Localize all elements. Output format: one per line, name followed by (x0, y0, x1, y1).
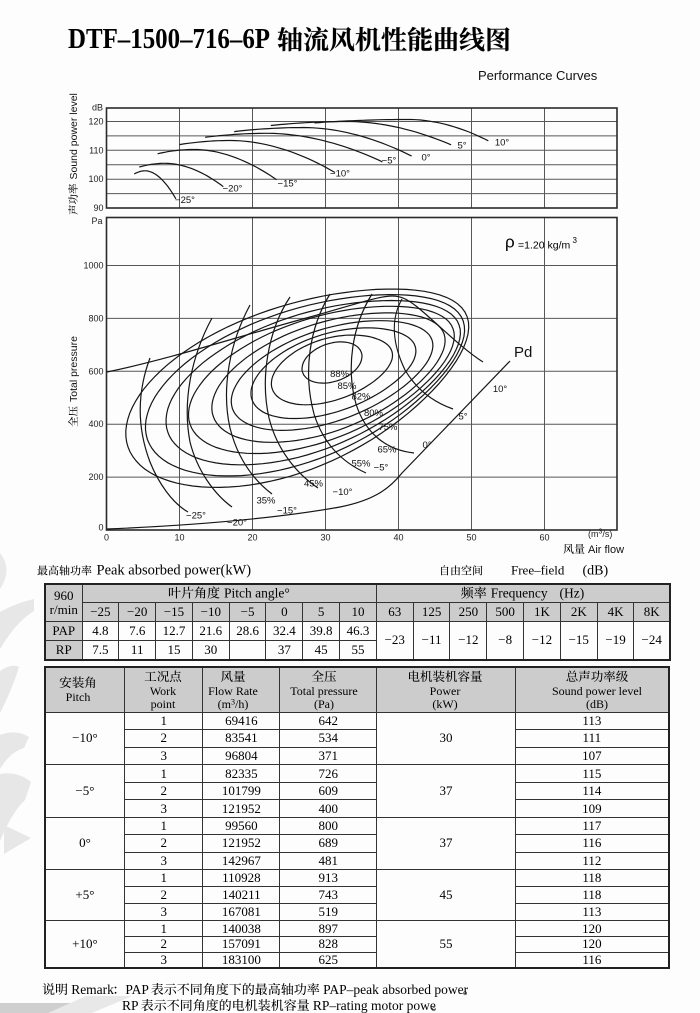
svg-text:82%: 82% (351, 392, 371, 403)
svg-text:10: 10 (174, 533, 184, 543)
svg-text:point: point (151, 697, 176, 711)
svg-text:−15°: −15° (277, 506, 297, 517)
svg-text:−25°: −25° (175, 195, 195, 206)
svg-text:(m3/s): (m3/s) (588, 529, 612, 540)
svg-text:600: 600 (88, 366, 103, 376)
svg-text:55%: 55% (351, 459, 371, 470)
svg-text:=1.20 kg/m: =1.20 kg/m (518, 240, 570, 252)
svg-text:Total pressure: Total pressure (290, 684, 357, 698)
svg-text:(dB): (dB) (586, 697, 608, 711)
svg-text:60: 60 (539, 533, 549, 543)
svg-text:Pitch angle°: Pitch angle° (224, 586, 290, 601)
svg-text:100: 100 (88, 174, 103, 184)
svg-text:35%: 35% (256, 496, 276, 507)
svg-text:PAP: PAP (125, 982, 149, 997)
svg-text:−20°: −20° (223, 184, 243, 195)
svg-text:0°: 0° (421, 153, 430, 164)
svg-text:−5°: −5° (374, 463, 389, 474)
svg-text:Work: Work (150, 684, 176, 698)
svg-text:−15°: −15° (278, 179, 298, 190)
svg-text:80%: 80% (364, 408, 384, 419)
svg-text:PAP–peak absorbed power: PAP–peak absorbed power (323, 982, 468, 997)
svg-text:Peak absorbed power(kW): Peak absorbed power(kW) (97, 563, 252, 579)
svg-text:20: 20 (247, 533, 257, 543)
svg-text:Performance Curves: Performance Curves (478, 68, 598, 83)
svg-text:Sound power level: Sound power level (552, 684, 643, 698)
svg-text:0: 0 (98, 523, 103, 533)
svg-text:Free–field: Free–field (511, 563, 565, 578)
svg-text:−25°: −25° (186, 511, 206, 522)
svg-text:Sound power level: Sound power level (68, 93, 80, 179)
svg-text:Remark: Remark (71, 982, 114, 997)
svg-text:1000: 1000 (83, 261, 103, 271)
svg-text:50: 50 (466, 533, 476, 543)
svg-text:30: 30 (320, 533, 330, 543)
svg-text:(Hz): (Hz) (560, 586, 585, 601)
svg-text:−5°: −5° (382, 156, 397, 167)
svg-text:0: 0 (104, 533, 109, 543)
svg-text:40: 40 (393, 533, 403, 543)
svg-text:−10°: −10° (333, 487, 353, 498)
svg-text:DTF–1500–716–6P: DTF–1500–716–6P (68, 23, 270, 55)
svg-text:800: 800 (88, 313, 103, 323)
svg-text:90: 90 (93, 203, 103, 213)
svg-text:65%: 65% (377, 445, 397, 456)
svg-text:(m3/h): (m3/h) (218, 697, 249, 711)
svg-text:dB: dB (92, 103, 103, 113)
svg-text:ρ: ρ (505, 233, 515, 252)
svg-text:Frequency: Frequency (491, 586, 548, 601)
svg-text:Pd: Pd (514, 344, 532, 361)
svg-text:(kW): (kW) (432, 697, 457, 711)
svg-text:10°: 10° (495, 138, 510, 149)
svg-text:110: 110 (89, 145, 103, 155)
svg-text:75%: 75% (378, 422, 398, 433)
svg-text:−10°: −10° (330, 169, 350, 180)
svg-text:85%: 85% (337, 381, 357, 392)
svg-text:400: 400 (88, 419, 103, 429)
svg-text:10°: 10° (493, 384, 508, 395)
svg-text:RP–rating motor powe: RP–rating motor powe (313, 998, 436, 1013)
svg-text:3: 3 (573, 236, 578, 245)
svg-text:Pitch: Pitch (66, 690, 91, 704)
svg-text:Total pressure: Total pressure (68, 336, 80, 402)
svg-text:Air flow: Air flow (588, 544, 624, 556)
svg-text:5°: 5° (457, 141, 466, 152)
svg-text:120: 120 (88, 117, 103, 127)
svg-text:−20°: −20° (227, 518, 247, 529)
svg-text:200: 200 (88, 472, 103, 482)
svg-text:45%: 45% (304, 479, 324, 490)
svg-text:RP: RP (122, 998, 139, 1013)
svg-text:(dB): (dB) (583, 564, 609, 579)
svg-text:5°: 5° (458, 412, 467, 423)
svg-text:88%: 88% (330, 369, 350, 380)
svg-text:Flow Rate: Flow Rate (208, 684, 258, 698)
svg-text:Power: Power (430, 684, 461, 698)
svg-text:Pa: Pa (91, 216, 102, 226)
svg-text:(Pa): (Pa) (314, 697, 334, 711)
svg-text:0°: 0° (422, 440, 431, 451)
